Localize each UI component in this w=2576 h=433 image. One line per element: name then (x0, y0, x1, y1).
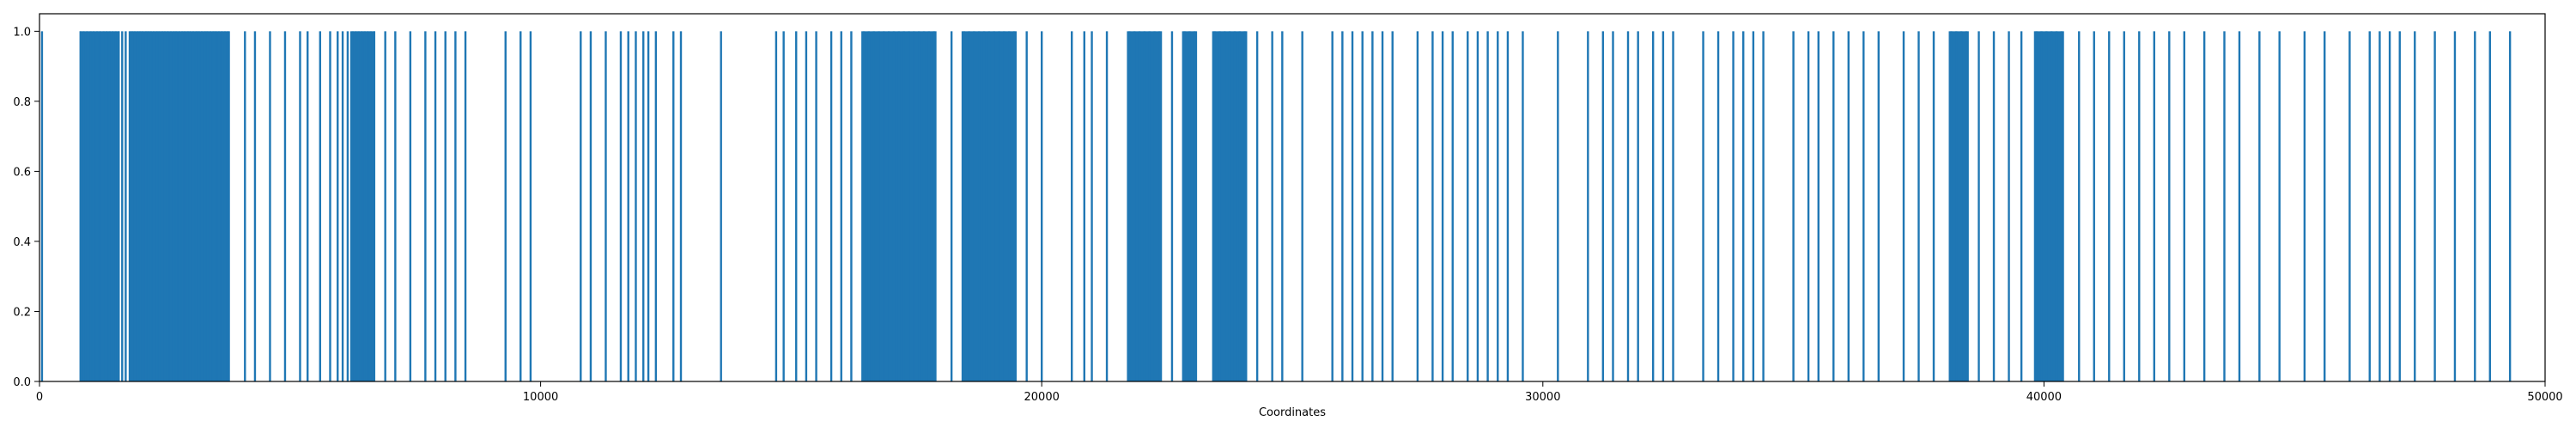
plot-frame (39, 13, 2546, 382)
y-tick-label: 0.0 (13, 376, 31, 389)
bar-region (1948, 31, 1969, 381)
x-tick-label: 50000 (2527, 391, 2562, 404)
x-tick-label: 0 (36, 391, 43, 404)
y-ticks-group: 0.0 0.2 0.4 0.6 0.8 1.0 (13, 26, 39, 389)
y-tick-label: 1.0 (13, 26, 31, 39)
bars-group (40, 31, 2512, 381)
x-ticks-group: 0 10000 20000 30000 40000 50000 (36, 381, 2563, 404)
x-tick-label: 20000 (1024, 391, 1060, 404)
x-tick-label: 40000 (2026, 391, 2062, 404)
y-tick-label: 0.4 (13, 236, 31, 249)
y-tick-label: 0.8 (13, 96, 31, 109)
y-tick-label: 0.2 (13, 306, 31, 319)
x-tick-label: 30000 (1525, 391, 1560, 404)
bar-region (2033, 31, 2064, 381)
x-axis-label: Coordinates (1259, 406, 1326, 419)
x-tick-label: 10000 (523, 391, 558, 404)
y-tick-label: 0.6 (13, 166, 31, 179)
